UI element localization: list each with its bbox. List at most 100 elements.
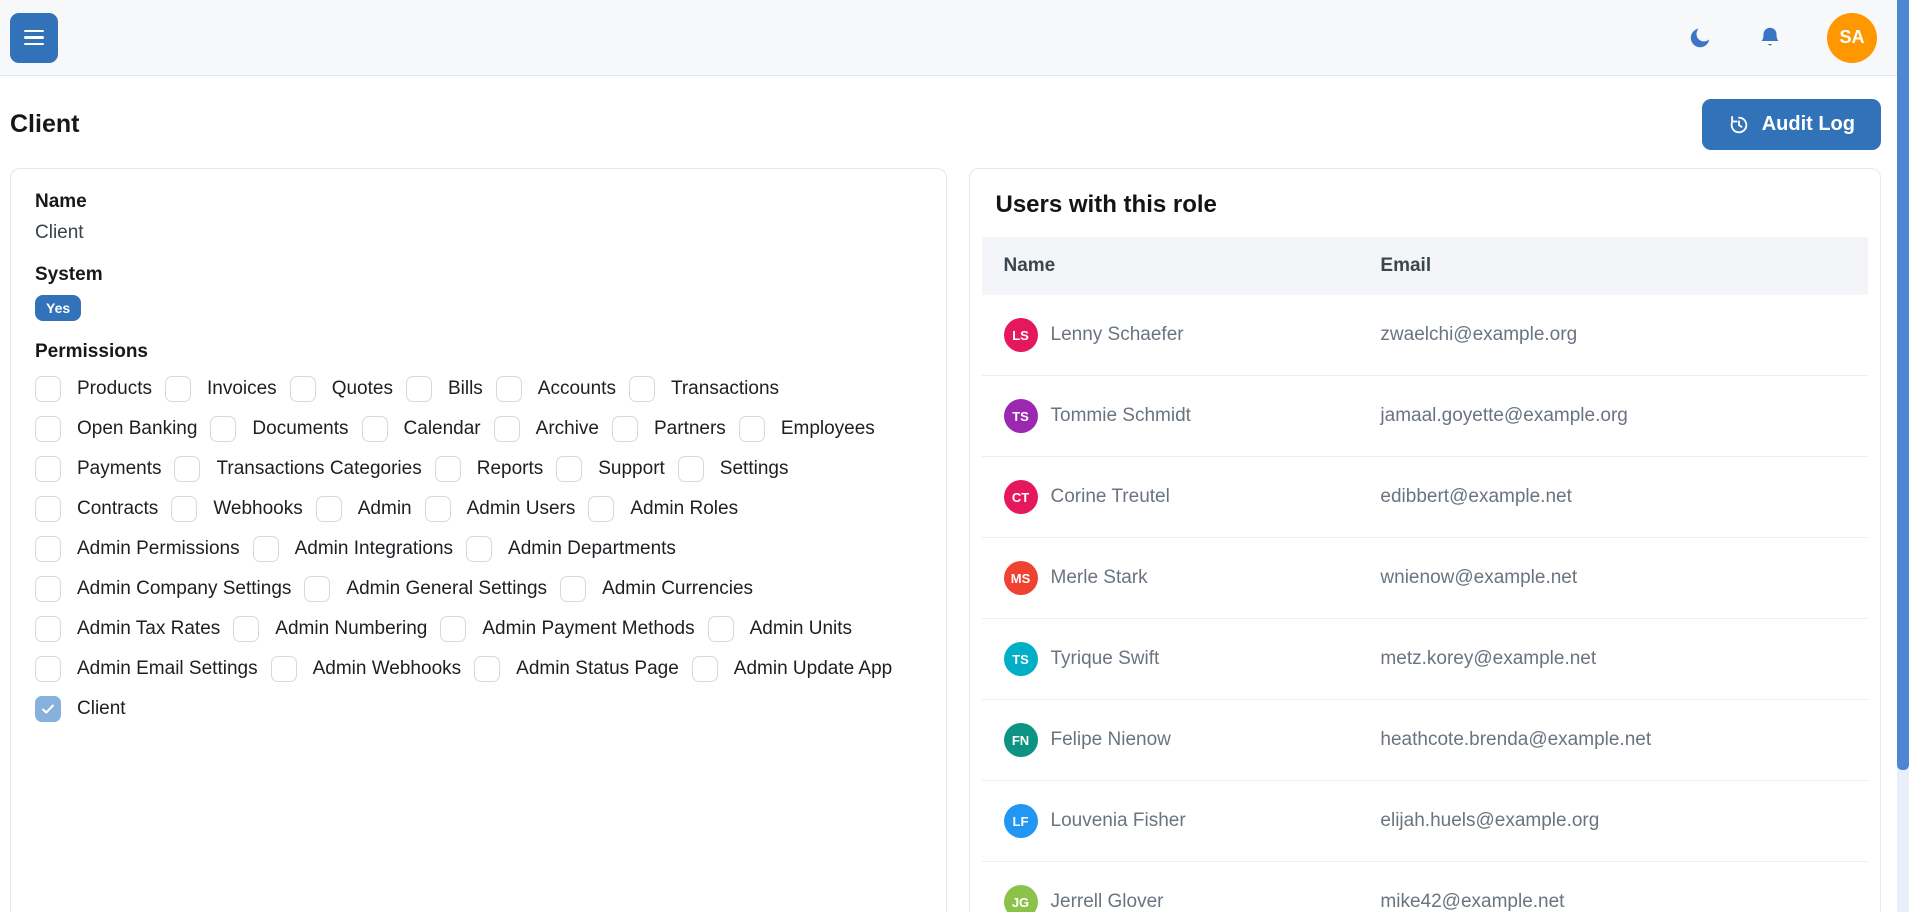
table-row[interactable]: LS Lenny Schaefer zwaelchi@example.org [981, 295, 1868, 376]
permission-checkbox-item[interactable]: Bills [405, 376, 483, 402]
table-row[interactable]: TS Tyrique Swift metz.korey@example.net [981, 619, 1868, 700]
checkbox[interactable] [628, 376, 655, 402]
checkbox[interactable] [612, 416, 638, 442]
permission-checkbox-item[interactable]: Admin Webhooks [270, 656, 461, 682]
permission-checkbox-item[interactable]: Admin Email Settings [35, 656, 258, 682]
permission-checkbox-item[interactable]: Products [35, 376, 152, 402]
table-row[interactable]: FN Felipe Nienow heathcote.brenda@exampl… [981, 700, 1868, 781]
permission-checkbox-item[interactable]: Webhooks [171, 496, 303, 522]
checkbox[interactable] [35, 576, 61, 602]
permission-checkbox-item[interactable]: Quotes [289, 376, 393, 402]
permission-checkbox-item[interactable]: Transactions [628, 376, 779, 402]
user-avatar-initials: LS [1003, 318, 1038, 352]
checkbox[interactable] [560, 576, 587, 602]
permission-checkbox-item[interactable]: Admin Currencies [560, 576, 753, 602]
permission-checkbox-item[interactable]: Archive [493, 416, 599, 442]
permission-checkbox-item[interactable]: Admin Payment Methods [440, 616, 695, 642]
checkbox[interactable] [556, 456, 583, 482]
checkbox[interactable] [304, 576, 331, 602]
permission-checkbox-item[interactable]: Contracts [35, 496, 158, 522]
checkbox[interactable] [738, 416, 765, 442]
permission-checkbox-item[interactable]: Admin Status Page [474, 656, 679, 682]
checkbox[interactable] [588, 496, 615, 522]
user-avatar[interactable]: SA [1827, 12, 1877, 63]
permission-checkbox-item[interactable]: Accounts [495, 376, 616, 402]
checkbox[interactable] [35, 456, 61, 482]
audit-log-button[interactable]: Audit Log [1701, 99, 1881, 150]
checkbox[interactable] [270, 656, 297, 682]
permission-checkbox-item[interactable]: Admin General Settings [304, 576, 547, 602]
permission-checkbox-item[interactable]: Employees [738, 416, 875, 442]
permission-checkbox-item[interactable]: Calendar [361, 416, 481, 442]
checkbox[interactable] [210, 416, 237, 442]
hamburger-menu-button[interactable] [10, 12, 58, 63]
checkbox[interactable] [440, 616, 467, 642]
name-value: Client [35, 222, 84, 243]
checkbox[interactable] [171, 496, 198, 522]
permission-checkbox-item[interactable]: Admin Update App [691, 656, 893, 682]
page-scrollbar-thumb[interactable] [1897, 0, 1909, 770]
permission-checkbox-item[interactable]: Admin Roles [588, 496, 738, 522]
permission-checkbox-item[interactable]: Documents [210, 416, 349, 442]
permission-checkbox-item[interactable]: Admin Permissions [35, 536, 240, 562]
checkbox[interactable] [252, 536, 279, 562]
checkbox[interactable] [677, 456, 704, 482]
permission-checkbox-item[interactable]: Admin Numbering [233, 616, 427, 642]
permission-checkbox-item[interactable]: Support [556, 456, 665, 482]
permission-label: Admin Departments [508, 538, 676, 559]
dark-mode-moon-icon[interactable] [1687, 25, 1713, 51]
checkbox[interactable] [493, 416, 520, 442]
permission-checkbox-item[interactable]: Admin Units [707, 616, 852, 642]
checkbox[interactable] [289, 376, 316, 402]
checkbox[interactable] [35, 616, 61, 642]
permission-checkbox-item[interactable]: Admin Company Settings [35, 576, 291, 602]
permission-checkbox-item[interactable]: Admin Integrations [252, 536, 453, 562]
table-row[interactable]: CT Corine Treutel edibbert@example.net [981, 457, 1868, 538]
permission-checkbox-item[interactable]: Settings [677, 456, 788, 482]
permission-checkbox-item[interactable]: Admin [315, 496, 412, 522]
system-yes-badge: Yes [35, 295, 82, 321]
checkbox[interactable] [174, 456, 201, 482]
checkbox[interactable] [707, 616, 734, 642]
permission-checkbox-item[interactable]: Admin Users [424, 496, 576, 522]
checkbox[interactable] [35, 536, 61, 562]
checkbox[interactable] [424, 496, 451, 522]
checkbox[interactable] [35, 696, 61, 722]
permission-checkbox-item[interactable]: Reports [434, 456, 543, 482]
permissions-row: Admin Company Settings Admin General Set… [35, 576, 922, 602]
checkbox[interactable] [233, 616, 260, 642]
table-row[interactable]: TS Tommie Schmidt jamaal.goyette@example… [981, 376, 1868, 457]
checkbox[interactable] [495, 376, 522, 402]
permission-checkbox-item[interactable]: Payments [35, 456, 161, 482]
checkbox[interactable] [315, 496, 342, 522]
permission-checkbox-item[interactable]: Open Banking [35, 416, 197, 442]
checkbox[interactable] [466, 536, 493, 562]
table-row[interactable]: JG Jerrell Glover mike42@example.net [982, 862, 1869, 912]
checkbox[interactable] [361, 416, 388, 442]
checkbox[interactable] [691, 656, 718, 682]
permission-label: Products [77, 378, 152, 399]
checkbox[interactable] [35, 496, 61, 522]
checkbox[interactable] [474, 656, 501, 682]
checkbox[interactable] [164, 376, 191, 402]
notifications-bell-icon[interactable] [1757, 25, 1783, 51]
checkbox[interactable] [405, 376, 432, 402]
user-avatar-initials: JG [1003, 885, 1038, 912]
checkbox[interactable] [35, 416, 61, 442]
permission-checkbox-item[interactable]: Admin Tax Rates [35, 616, 220, 642]
table-row[interactable]: LF Louvenia Fisher elijah.huels@example.… [981, 781, 1868, 862]
permission-checkbox-item[interactable]: Invoices [164, 376, 277, 402]
permission-label: Webhooks [213, 498, 303, 519]
permission-checkbox-item[interactable]: Partners [612, 416, 726, 442]
permission-checkbox-item[interactable]: Admin Departments [466, 536, 676, 562]
checkbox[interactable] [434, 456, 461, 482]
role-detail-card: Name Client System Yes Permissions Produ… [10, 168, 947, 912]
permission-checkbox-item[interactable]: Client [35, 696, 126, 722]
permission-checkbox-item[interactable]: Transactions Categories [174, 456, 422, 482]
checkbox[interactable] [35, 656, 61, 682]
permission-label: Admin Users [466, 498, 576, 519]
permission-label: Partners [654, 418, 726, 439]
permission-label: Admin Update App [733, 658, 893, 679]
table-row[interactable]: MS Merle Stark wnienow@example.net [981, 538, 1868, 619]
checkbox[interactable] [35, 376, 61, 402]
